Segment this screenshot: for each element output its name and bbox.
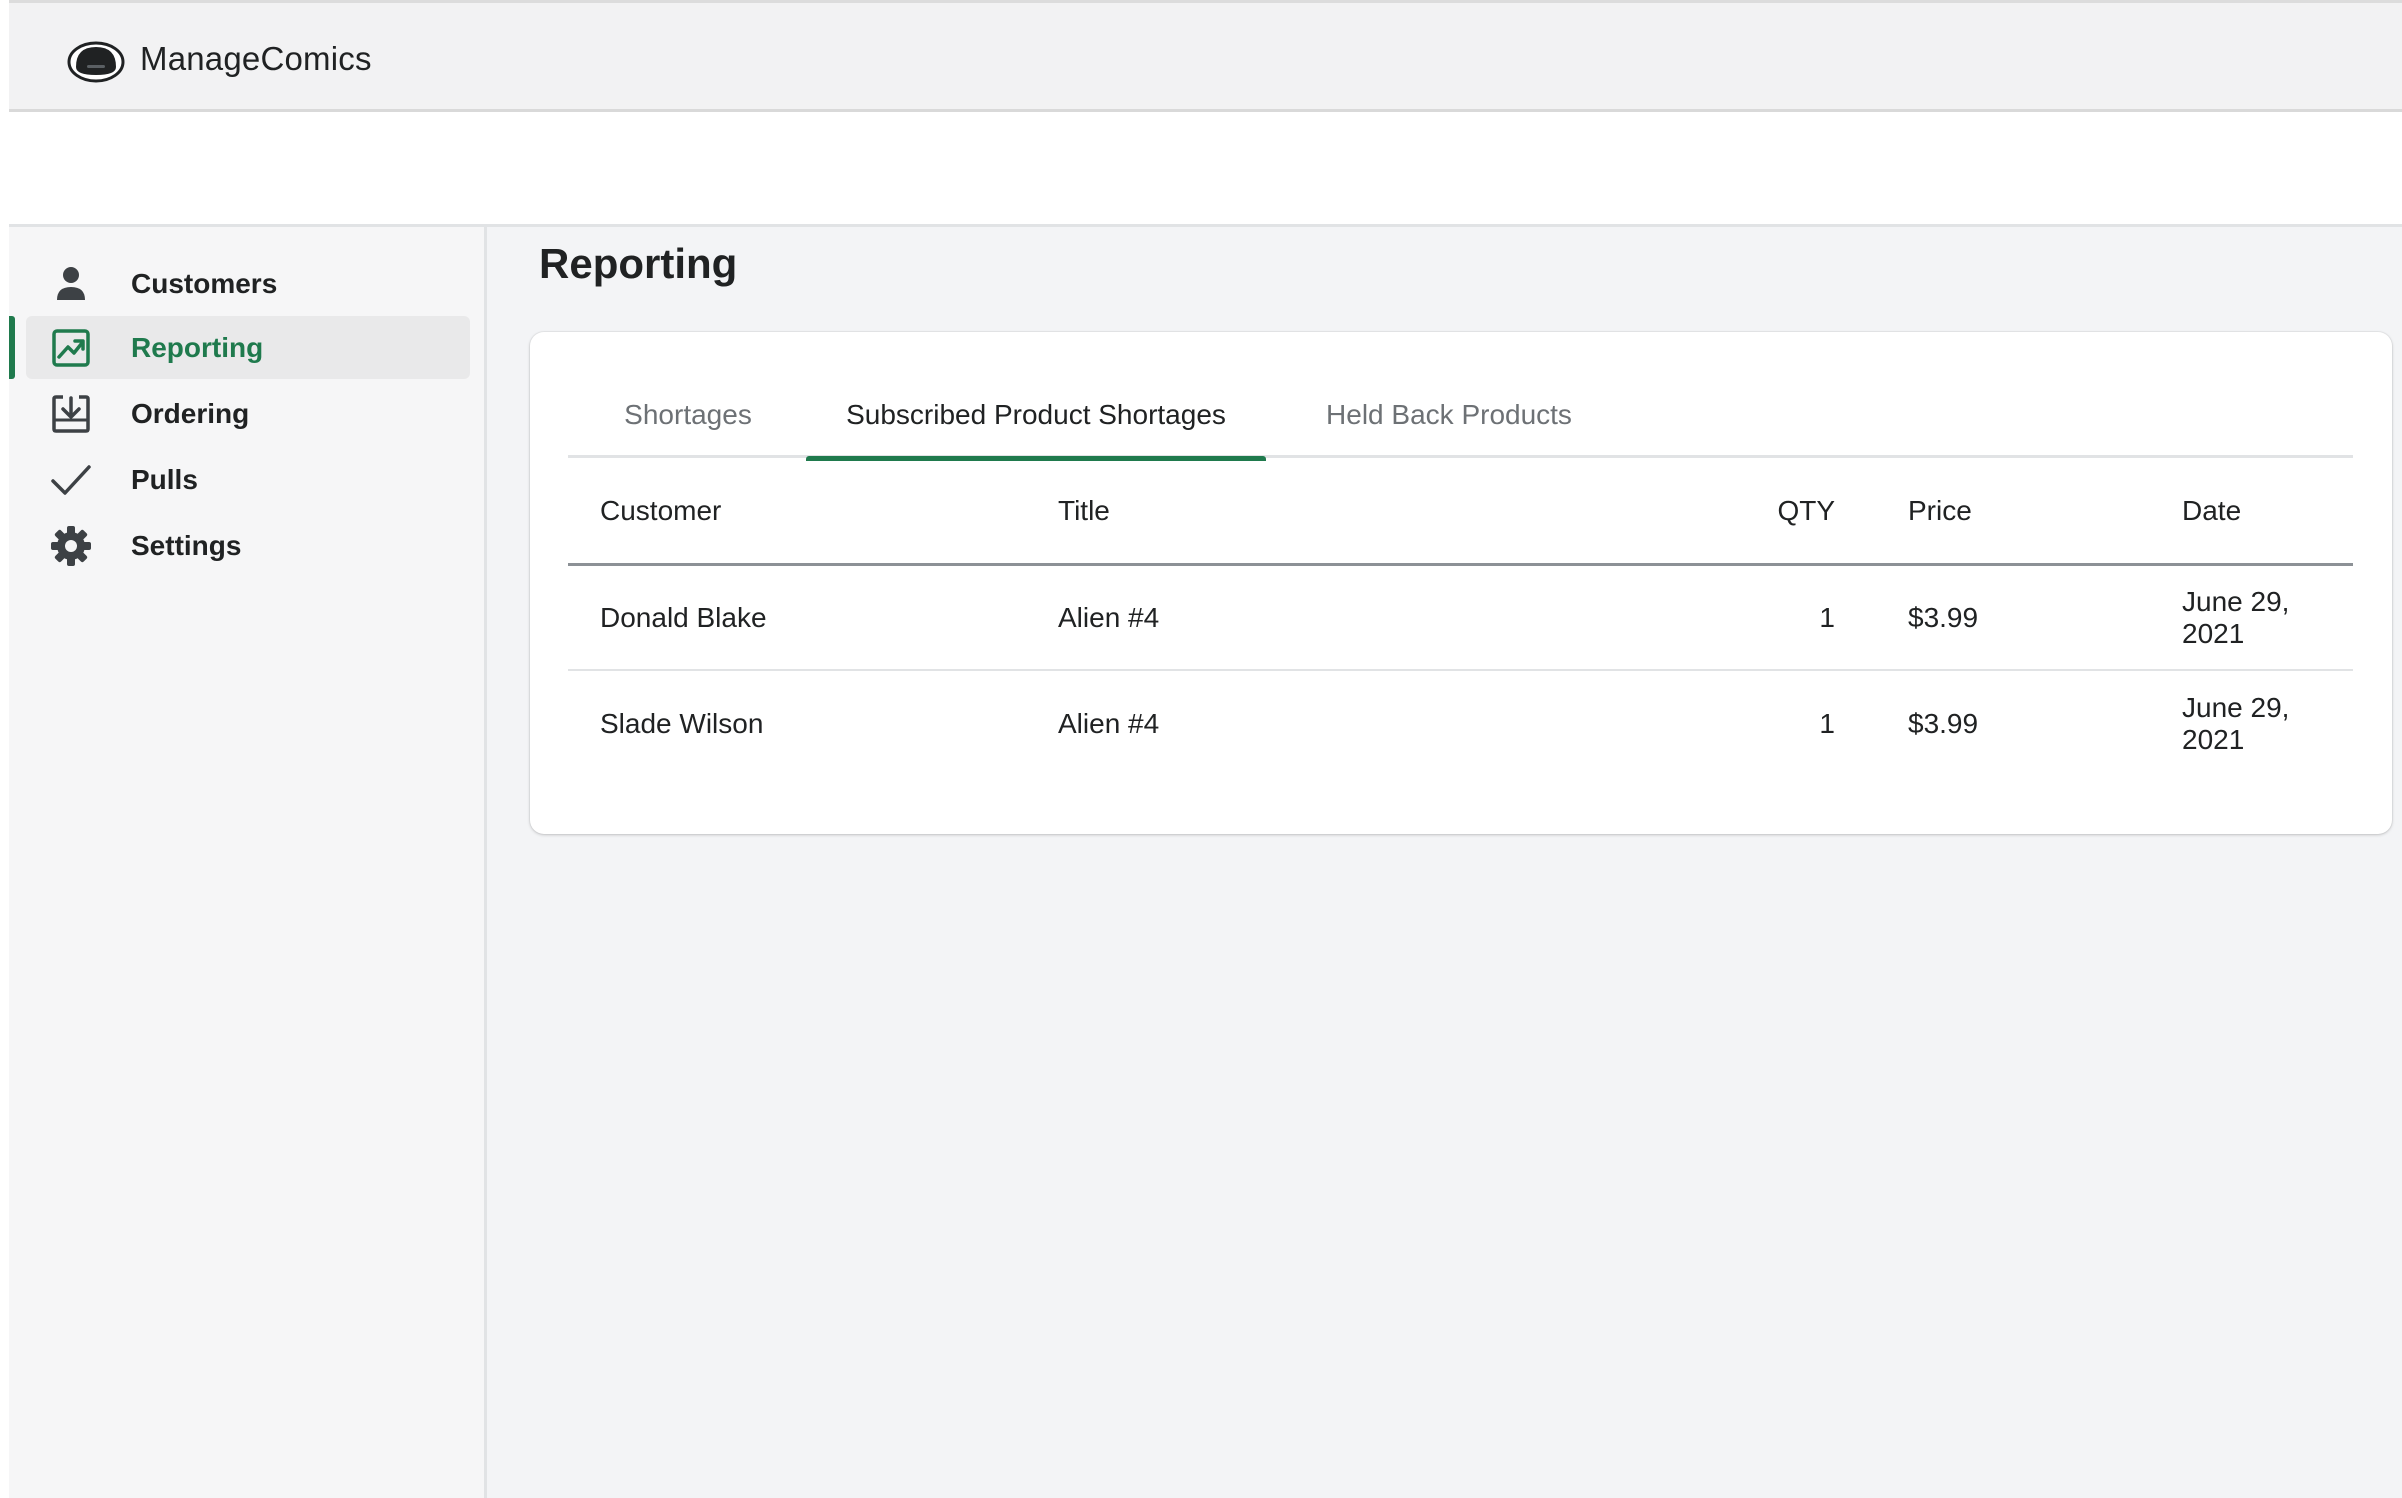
tab-shortages[interactable]: Shortages — [606, 372, 770, 458]
tab-subscribed-product-shortages[interactable]: Subscribed Product Shortages — [806, 372, 1266, 461]
active-tab-underline — [806, 456, 1266, 461]
person-icon — [48, 261, 94, 307]
cell-customer: Slade Wilson — [600, 707, 764, 739]
report-card: Shortages Subscribed Product Shortages H… — [530, 332, 2392, 834]
top-bar: ManageComics — [9, 0, 2402, 112]
cell-qty: 1 — [1819, 601, 1835, 633]
sidebar-item-label: Pulls — [131, 463, 198, 495]
column-header-date[interactable]: Date — [2182, 494, 2242, 526]
cell-qty: 1 — [1819, 707, 1835, 739]
active-indicator — [9, 316, 15, 379]
cell-title: Alien #4 — [1058, 707, 1160, 739]
page-title: Reporting — [539, 240, 738, 287]
sidebar-item-label: Customers — [131, 267, 278, 299]
secondary-bar — [9, 112, 2402, 227]
cell-date: June 29, 2021 — [2182, 691, 2290, 755]
sidebar-item-reporting[interactable]: Reporting — [9, 316, 470, 379]
sidebar-item-label: Settings — [131, 529, 242, 561]
download-tray-icon — [48, 391, 94, 437]
sidebar-item-pulls[interactable]: Pulls — [26, 448, 470, 511]
brand[interactable]: ManageComics — [66, 35, 372, 83]
cell-date: June 29, 2021 — [2182, 585, 2290, 649]
tab-held-back-products[interactable]: Held Back Products — [1304, 372, 1594, 458]
tab-label: Shortages — [624, 399, 752, 430]
sidebar-item-label: Reporting — [131, 331, 264, 363]
sidebar-item-ordering[interactable]: Ordering — [26, 382, 470, 445]
tab-label: Held Back Products — [1326, 399, 1572, 430]
sidebar-item-settings[interactable]: Settings — [26, 514, 470, 577]
column-header-price[interactable]: Price — [1908, 494, 1972, 526]
report-tabs: Shortages Subscribed Product Shortages H… — [568, 372, 2353, 461]
report-chart-icon — [48, 325, 94, 371]
column-header-customer[interactable]: Customer — [600, 494, 722, 526]
tab-label: Subscribed Product Shortages — [846, 399, 1226, 430]
sidebar-item-label: Ordering — [131, 397, 250, 429]
cell-title: Alien #4 — [1058, 601, 1160, 633]
shortages-table: Customer Title QTY Price Date Donald Bla… — [568, 458, 2353, 776]
sidebar: Customers Reporting Ordering — [9, 227, 487, 1498]
gear-icon — [48, 523, 94, 569]
table-header: Customer Title QTY Price Date — [568, 458, 2353, 566]
sidebar-item-customers[interactable]: Customers — [26, 252, 470, 315]
robot-head-icon — [67, 41, 125, 83]
cell-customer: Donald Blake — [600, 601, 767, 633]
checkmark-icon — [48, 457, 94, 503]
table-row[interactable]: Donald Blake Alien #4 1 $3.99 June 29, 2… — [568, 566, 2353, 671]
column-header-qty[interactable]: QTY — [1777, 494, 1835, 526]
table-row[interactable]: Slade Wilson Alien #4 1 $3.99 June 29, 2… — [568, 671, 2353, 776]
column-header-title[interactable]: Title — [1058, 494, 1110, 526]
cell-price: $3.99 — [1908, 707, 1979, 739]
cell-price: $3.99 — [1908, 601, 1979, 633]
app-name: ManageComics — [140, 40, 372, 77]
page-edge — [0, 0, 9, 1498]
